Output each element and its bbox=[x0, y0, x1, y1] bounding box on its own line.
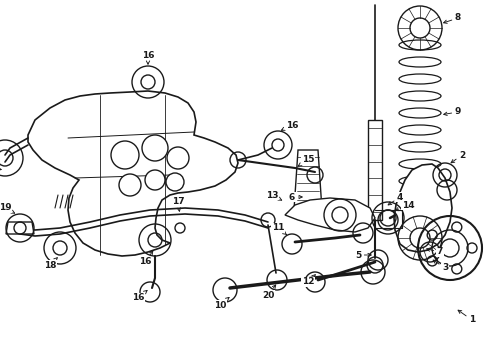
Circle shape bbox=[166, 173, 184, 191]
Text: 16: 16 bbox=[281, 121, 298, 130]
Text: 5: 5 bbox=[355, 251, 371, 260]
Text: 2: 2 bbox=[451, 150, 465, 163]
Text: 20: 20 bbox=[262, 285, 276, 300]
Text: 4: 4 bbox=[388, 193, 403, 205]
Circle shape bbox=[119, 174, 141, 196]
Polygon shape bbox=[6, 222, 34, 234]
Text: 8: 8 bbox=[443, 13, 461, 23]
Text: 16: 16 bbox=[132, 291, 147, 302]
Text: 10: 10 bbox=[214, 297, 229, 310]
Text: 16: 16 bbox=[0, 163, 1, 172]
Text: 17: 17 bbox=[172, 198, 184, 211]
Circle shape bbox=[142, 135, 168, 161]
Circle shape bbox=[145, 170, 165, 190]
Polygon shape bbox=[394, 164, 452, 252]
Text: 11: 11 bbox=[272, 224, 287, 235]
Text: 3: 3 bbox=[433, 260, 448, 273]
Polygon shape bbox=[285, 198, 375, 232]
Circle shape bbox=[167, 147, 189, 169]
Polygon shape bbox=[368, 120, 382, 220]
Polygon shape bbox=[28, 91, 238, 256]
Text: 14: 14 bbox=[395, 201, 415, 211]
Text: 16: 16 bbox=[142, 50, 154, 64]
Text: 15: 15 bbox=[298, 156, 314, 166]
Text: 13: 13 bbox=[266, 190, 282, 200]
Text: 16: 16 bbox=[139, 251, 153, 266]
Circle shape bbox=[111, 141, 139, 169]
Text: 6: 6 bbox=[289, 193, 302, 202]
Text: 1: 1 bbox=[458, 310, 475, 324]
Text: 9: 9 bbox=[444, 108, 461, 117]
Text: 19: 19 bbox=[0, 203, 15, 213]
Text: 7: 7 bbox=[427, 248, 443, 256]
Text: 18: 18 bbox=[44, 258, 57, 270]
Text: 12: 12 bbox=[302, 275, 316, 287]
Polygon shape bbox=[294, 150, 322, 210]
